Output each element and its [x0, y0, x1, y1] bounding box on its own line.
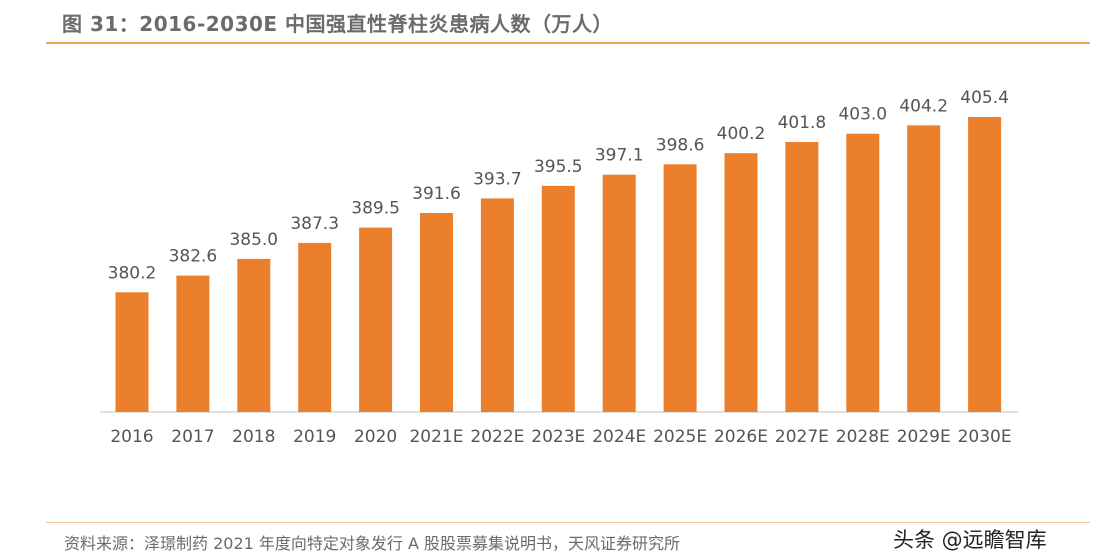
- x-tick-2025E: 2025E: [653, 427, 707, 447]
- x-tick-2016: 2016: [110, 427, 153, 447]
- bar-2025E: [663, 164, 697, 412]
- x-tick-2022E: 2022E: [470, 427, 524, 447]
- source-divider: [46, 522, 1090, 523]
- bar-2024E: [602, 174, 636, 412]
- x-tick-2026E: 2026E: [714, 427, 768, 447]
- x-tick-2030E: 2030E: [958, 427, 1012, 447]
- bar-2017: [176, 275, 210, 412]
- value-label-2025E: 398.6: [656, 135, 705, 155]
- value-label-2016: 380.2: [108, 263, 157, 283]
- x-tick-2029E: 2029E: [897, 427, 951, 447]
- bar-2020: [359, 227, 393, 412]
- bar-2022E: [480, 198, 514, 412]
- x-tick-2020: 2020: [354, 427, 397, 447]
- value-label-2021E: 391.6: [412, 184, 461, 204]
- value-label-2030E: 405.4: [960, 88, 1009, 108]
- value-label-2023E: 395.5: [534, 157, 583, 177]
- bar-2021E: [420, 213, 453, 412]
- value-label-2024E: 397.1: [595, 146, 644, 166]
- x-tick-2019: 2019: [293, 427, 336, 447]
- bar-2028E: [846, 133, 880, 412]
- watermark: 头条 @远瞻智库: [893, 528, 1047, 552]
- x-tick-2018: 2018: [232, 427, 275, 447]
- bar-2030E: [968, 117, 1002, 412]
- bar-2023E: [541, 185, 575, 412]
- bar-chart: 380.2 2016 382.6 2017 385.0 2018 387.3 2019 389.…: [100, 88, 1018, 447]
- bar-2027E: [785, 142, 819, 412]
- value-label-2020: 389.5: [351, 199, 400, 219]
- bar-2016: [115, 292, 149, 412]
- value-label-2027E: 401.8: [778, 113, 827, 133]
- bar-2018: [237, 258, 271, 412]
- title-divider: [46, 42, 1090, 44]
- value-label-2017: 382.6: [169, 247, 218, 267]
- bar-2019: [298, 242, 332, 412]
- x-tick-2021E: 2021E: [409, 427, 463, 447]
- bar-2026E: [724, 153, 758, 412]
- x-tick-2028E: 2028E: [836, 427, 890, 447]
- x-tick-2024E: 2024E: [592, 427, 646, 447]
- value-label-2029E: 404.2: [899, 96, 948, 116]
- chart-title: 图 31：2016-2030E 中国强直性脊柱炎患病人数（万人）: [62, 12, 614, 36]
- bar-2029E: [907, 125, 941, 413]
- value-label-2026E: 400.2: [717, 124, 766, 144]
- x-tick-2027E: 2027E: [775, 427, 829, 447]
- x-tick-2017: 2017: [171, 427, 214, 447]
- value-label-2022E: 393.7: [473, 169, 522, 189]
- value-label-2019: 387.3: [290, 214, 339, 234]
- source-note: 资料来源：泽璟制药 2021 年度向特定对象发行 A 股股票募集说明书，天风证券…: [64, 534, 681, 553]
- value-label-2028E: 403.0: [838, 105, 887, 125]
- value-label-2018: 385.0: [229, 230, 278, 250]
- x-tick-2023E: 2023E: [531, 427, 585, 447]
